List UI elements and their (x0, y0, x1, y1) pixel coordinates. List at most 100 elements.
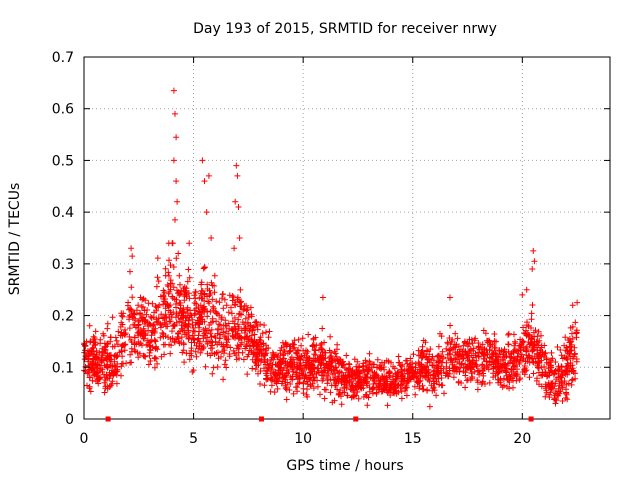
data-point (257, 337, 264, 344)
data-point (170, 87, 177, 94)
data-point (171, 339, 178, 346)
data-point (107, 334, 114, 341)
data-point (460, 355, 467, 362)
data-point (209, 315, 216, 322)
data-point (374, 356, 381, 363)
data-point (565, 362, 572, 369)
x-axis-marker (105, 416, 111, 422)
data-point (144, 321, 151, 328)
data-point (198, 279, 205, 286)
data-point (423, 368, 430, 375)
data-point (142, 297, 149, 304)
data-point (438, 375, 445, 381)
data-point (472, 335, 479, 342)
data-point (170, 322, 176, 329)
data-point (217, 331, 224, 338)
data-point (349, 383, 356, 390)
data-point (395, 373, 402, 380)
data-point (115, 328, 122, 335)
data-point (530, 247, 537, 254)
data-point (139, 296, 146, 303)
data-point (321, 395, 328, 402)
data-point (484, 362, 491, 369)
data-point (303, 391, 310, 398)
data-point (317, 354, 324, 361)
data-point (175, 330, 182, 337)
data-point (118, 363, 125, 370)
data-point (539, 369, 546, 376)
data-point (205, 172, 212, 179)
data-point (535, 342, 542, 349)
data-point (178, 316, 184, 323)
data-point (547, 362, 554, 369)
data-point (259, 330, 266, 337)
data-point (473, 363, 480, 369)
data-point (294, 388, 301, 395)
data-point (483, 358, 490, 365)
data-point (220, 376, 227, 383)
data-point (314, 365, 321, 372)
y-axis-label: SRMTID / TECUs (7, 183, 23, 296)
data-point (549, 355, 556, 362)
data-point (253, 360, 259, 366)
data-point (189, 332, 196, 339)
data-point (173, 296, 180, 303)
data-point (479, 341, 486, 348)
data-point (277, 367, 284, 374)
data-point (146, 342, 153, 349)
data-point (482, 351, 489, 358)
data-point (552, 359, 559, 365)
data-point (468, 336, 475, 343)
data-point (250, 343, 256, 350)
data-point (535, 328, 542, 335)
y-tick-label: 0.1 (52, 360, 74, 376)
data-point (516, 361, 523, 367)
data-point (310, 385, 317, 392)
x-tick-label: 20 (513, 431, 531, 447)
data-point (253, 319, 260, 326)
data-point (510, 384, 516, 391)
data-point (143, 311, 150, 318)
data-point (85, 352, 92, 359)
data-point (232, 335, 238, 341)
data-point (142, 353, 149, 360)
data-point (294, 348, 301, 354)
data-point (474, 386, 481, 393)
data-point (529, 347, 536, 354)
data-point (139, 314, 146, 321)
data-point (184, 323, 191, 330)
data-point (522, 358, 529, 365)
data-point (134, 329, 141, 336)
data-point (101, 389, 108, 396)
data-point (220, 291, 226, 297)
data-point (283, 396, 290, 403)
data-point (563, 391, 570, 398)
data-point (135, 318, 142, 325)
data-point (249, 326, 256, 333)
data-point (181, 293, 188, 300)
data-point (170, 264, 177, 270)
data-point (92, 339, 99, 346)
data-point (399, 381, 406, 388)
data-point (176, 292, 183, 298)
data-point (562, 334, 569, 341)
data-point (490, 351, 497, 358)
data-point (517, 357, 523, 364)
data-point (149, 329, 156, 336)
data-point (251, 331, 258, 338)
data-point (236, 235, 243, 241)
data-point (269, 349, 276, 356)
data-point (253, 346, 259, 352)
data-point (564, 356, 571, 363)
data-point (309, 343, 316, 350)
data-point (332, 382, 338, 389)
data-point (207, 290, 214, 297)
data-point (241, 303, 248, 310)
data-point (355, 395, 362, 402)
data-point (446, 365, 453, 372)
data-point (380, 364, 387, 370)
data-point (373, 390, 380, 397)
x-tick-label: 15 (404, 431, 422, 447)
data-point (309, 380, 316, 387)
data-point (346, 361, 353, 368)
